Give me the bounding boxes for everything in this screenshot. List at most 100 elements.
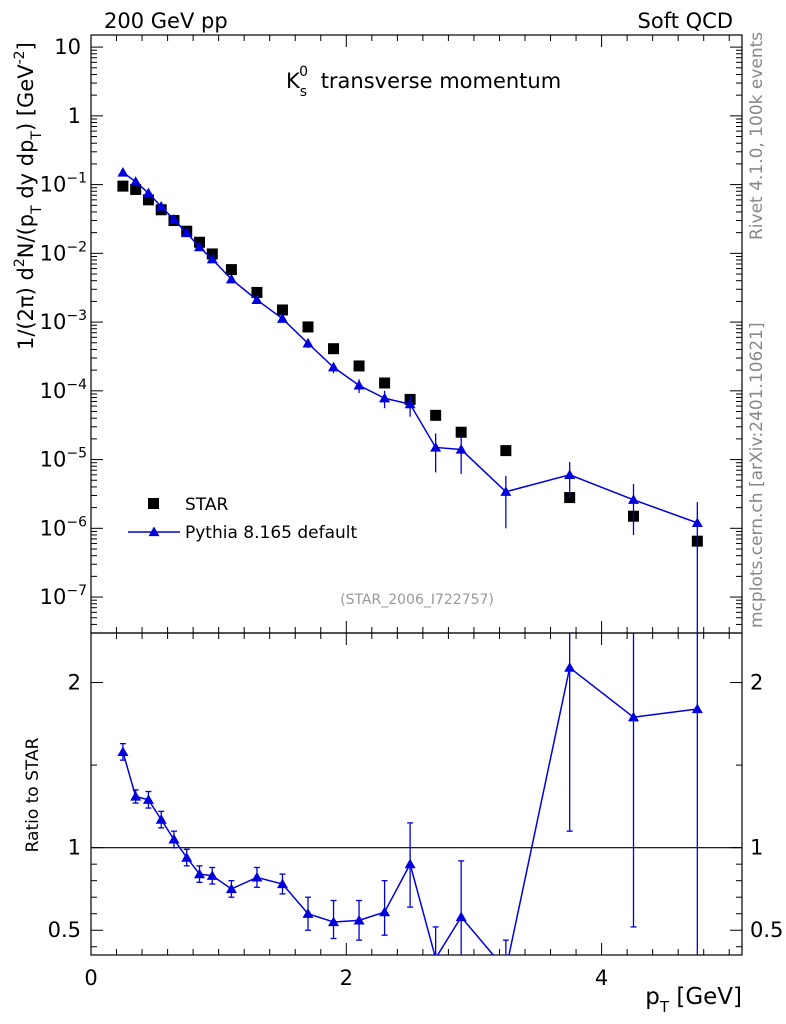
star-data-point bbox=[130, 183, 142, 195]
ratio-data-point bbox=[353, 914, 365, 925]
legend-triangle-marker bbox=[148, 526, 160, 537]
star-data-point bbox=[225, 264, 237, 276]
main-y-tick-label: 10−1 bbox=[40, 171, 87, 197]
plot-title: Ks 0 transverse momentum bbox=[286, 64, 561, 100]
plot-title-sub: s bbox=[300, 84, 307, 100]
main-y-axis-label: 1/(2π) d2N/(pT dy dpT) [GeV-2] bbox=[12, 42, 45, 350]
pythia-data-point bbox=[353, 379, 365, 390]
pythia-data-point bbox=[628, 494, 639, 504]
ratio-y-tick-label-right: 0.5 bbox=[750, 918, 783, 942]
pythia-data-point bbox=[328, 361, 340, 372]
main-y-tick-label: 10−7 bbox=[40, 583, 87, 609]
ratio-data-point bbox=[155, 814, 167, 824]
ratio-data-point bbox=[628, 711, 639, 722]
pythia-data-point bbox=[155, 201, 167, 211]
star-data-point bbox=[251, 286, 263, 298]
rivet-version-label: Rivet 4.1.0, 100k events bbox=[747, 32, 767, 240]
main-panel-frame bbox=[90, 34, 743, 634]
pythia-data-point bbox=[168, 214, 180, 224]
ratio-data-point bbox=[434, 952, 437, 955]
ratio-data-point bbox=[404, 858, 416, 869]
star-data-point bbox=[276, 304, 288, 316]
main-y-tick-label: 10−3 bbox=[40, 308, 87, 334]
x-axis-label: pT [GeV] bbox=[645, 984, 742, 1016]
header-right: Soft QCD bbox=[638, 9, 733, 33]
ratio-data-point bbox=[142, 794, 154, 804]
star-data-point bbox=[302, 321, 314, 333]
x-tick-label: 4 bbox=[595, 966, 608, 990]
ratio-data-point bbox=[130, 790, 142, 801]
ratio-data-marks bbox=[117, 633, 703, 974]
pythia-data-point bbox=[181, 227, 193, 238]
legend-square-marker bbox=[148, 498, 159, 509]
star-data-point bbox=[142, 194, 154, 206]
ratio-data-point bbox=[251, 871, 263, 882]
main-y-tick-label: 1 bbox=[68, 104, 81, 128]
legend-star-marker bbox=[148, 498, 159, 509]
ratio-y-tick-label-right: 2 bbox=[750, 671, 763, 695]
x-tick-label: 0 bbox=[84, 966, 97, 990]
pythia-data-point bbox=[500, 486, 512, 496]
pythia-data-point bbox=[430, 441, 442, 452]
star-data-point bbox=[379, 377, 391, 389]
main-data-marks bbox=[117, 166, 703, 633]
pythia-data-point bbox=[142, 187, 154, 198]
pythia-data-point bbox=[117, 166, 129, 177]
plot-title-rest: transverse momentum bbox=[321, 69, 562, 93]
star-data-point bbox=[500, 445, 512, 457]
x-tick-label: 2 bbox=[340, 966, 353, 990]
ratio-data-point bbox=[225, 883, 237, 894]
ratio-data-point bbox=[455, 911, 467, 922]
main-y-tick-label: 10−6 bbox=[40, 514, 87, 540]
plot-title-main: K bbox=[286, 69, 301, 93]
star-data-point bbox=[430, 409, 442, 421]
ratio-data-point bbox=[328, 916, 340, 927]
main-y-tick-label: 10−4 bbox=[40, 377, 87, 403]
pythia-data-point bbox=[564, 469, 576, 479]
ratio-y-tick-label-left: 1 bbox=[68, 836, 81, 860]
ratio-data-point bbox=[691, 703, 703, 714]
pythia-data-point bbox=[379, 392, 391, 403]
ratio-y-axis-label: Ratio to STAR bbox=[23, 737, 43, 852]
star-data-point bbox=[353, 360, 365, 372]
pythia-data-point bbox=[206, 253, 218, 264]
legend-star-label: STAR bbox=[185, 495, 228, 515]
analysis-watermark: (STAR_2006_I722757) bbox=[340, 592, 494, 608]
legend: STAR Pythia 8.165 default bbox=[128, 495, 358, 543]
pythia-data-point bbox=[455, 444, 467, 454]
header-left: 200 GeV pp bbox=[104, 9, 228, 33]
ratio-data-point bbox=[181, 852, 193, 862]
ratio-panel-frame bbox=[90, 632, 743, 956]
main-y-tick-label: 10 bbox=[54, 35, 81, 59]
main-y-tick-label: 10−2 bbox=[40, 239, 87, 265]
ratio-axis-ticks: 0 2 4 0.5 0.5 1 1 2 2 bbox=[48, 633, 783, 990]
ratio-data-point bbox=[500, 964, 511, 974]
pythia-data-point bbox=[194, 241, 205, 252]
star-data-point bbox=[117, 180, 129, 192]
ratio-y-tick-label-right: 1 bbox=[750, 836, 763, 860]
pythia-data-point bbox=[691, 517, 703, 527]
mcplots-label: mcplots.cern.ch [arXiv:2401.10621] bbox=[747, 322, 767, 628]
ratio-data-point bbox=[379, 906, 391, 917]
ratio-data-point bbox=[168, 833, 180, 844]
star-data-point bbox=[455, 426, 467, 438]
ratio-data-point bbox=[302, 908, 314, 918]
pythia-data-point bbox=[276, 313, 288, 323]
ratio-data-point bbox=[117, 746, 129, 757]
plot-title-sup: 0 bbox=[299, 64, 308, 80]
ratio-data-point bbox=[276, 878, 288, 889]
main-axis-ticks: 10 1 10−1 10−2 10−3 10−4 10−5 10−6 10−7 bbox=[40, 35, 742, 634]
pythia-data-point bbox=[130, 176, 142, 186]
star-data-point bbox=[328, 343, 340, 355]
ratio-data-point bbox=[206, 870, 218, 880]
ratio-data-point bbox=[194, 868, 205, 879]
pythia-data-point bbox=[251, 294, 263, 305]
pythia-data-point bbox=[225, 273, 237, 284]
main-y-tick-label: 10−5 bbox=[40, 446, 87, 472]
legend-pythia-marker bbox=[128, 526, 180, 537]
ratio-series-line bbox=[122, 666, 698, 955]
ratio-data-point bbox=[564, 662, 576, 672]
pythia-data-point bbox=[302, 337, 314, 348]
pythia-series-line bbox=[122, 171, 698, 524]
